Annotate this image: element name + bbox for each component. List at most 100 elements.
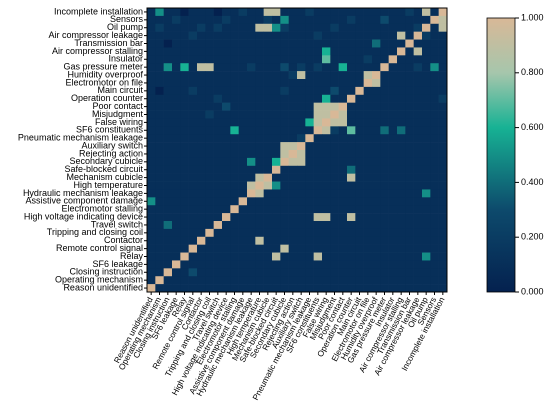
heat-cell: [213, 31, 223, 40]
heat-cell: [172, 173, 181, 182]
colorbar-tick-label: 0.800: [521, 67, 544, 77]
heat-cell: [288, 189, 298, 198]
heat-cell: [297, 165, 306, 174]
heat-cell: [438, 118, 448, 127]
heat-cell: [330, 205, 339, 214]
heat-cell: [413, 252, 423, 261]
heat-cell: [230, 268, 239, 277]
heat-cell: [255, 228, 264, 238]
heat-cell: [355, 181, 364, 190]
heat-cell: [347, 31, 356, 40]
heat-cell: [238, 79, 248, 88]
heat-cell: [288, 284, 298, 293]
heat-cell: [230, 244, 239, 253]
heat-cell: [197, 142, 206, 151]
heat-cell: [147, 244, 156, 253]
heat-cell: [397, 126, 406, 135]
heat-cell: [380, 86, 389, 96]
heat-cell: [413, 86, 423, 96]
heat-cell: [313, 189, 323, 198]
heat-cell: [155, 236, 164, 245]
heat-cell: [372, 79, 381, 88]
heat-cell: [247, 181, 256, 190]
heat-cell: [288, 15, 298, 25]
heat-cell: [397, 150, 406, 159]
heat-cell: [213, 221, 223, 230]
y-tick-label: Electromotor stalling: [61, 204, 143, 214]
heat-cell: [205, 39, 214, 48]
heat-cell: [172, 86, 181, 96]
heat-cell: [197, 8, 206, 17]
heat-cell: [147, 94, 156, 103]
heat-cell: [238, 118, 248, 127]
heat-cell: [397, 110, 406, 119]
heat-cell: [147, 102, 156, 111]
heat-cell: [430, 31, 439, 40]
heat-cell: [163, 252, 173, 261]
heat-cell: [380, 94, 389, 103]
heat-cell: [388, 71, 398, 80]
heat-cell: [330, 63, 339, 72]
heat-cell: [263, 157, 273, 167]
heat-cell: [163, 86, 173, 96]
heat-cell: [405, 150, 414, 159]
heat-cell: [213, 94, 223, 103]
heat-cell: [438, 189, 448, 198]
heat-cell: [297, 63, 306, 72]
heat-cell: [297, 94, 306, 103]
heat-cell: [230, 39, 239, 48]
heat-cell: [405, 276, 414, 285]
heat-cell: [297, 102, 306, 111]
heat-cell: [255, 221, 264, 230]
heat-cell: [280, 71, 289, 80]
heat-cell: [355, 165, 364, 174]
heat-cell: [338, 118, 348, 127]
heat-cell: [330, 189, 339, 198]
heat-cell: [380, 284, 389, 293]
heat-cell: [405, 244, 414, 253]
heat-cell: [238, 142, 248, 151]
heat-cell: [172, 79, 181, 88]
heat-cell: [330, 213, 339, 222]
heat-cell: [305, 213, 314, 222]
heat-cell: [413, 142, 423, 151]
heat-cell: [222, 165, 231, 174]
heat-cell: [305, 55, 314, 64]
heat-cell: [355, 252, 364, 261]
heat-cell: [280, 110, 289, 119]
heat-cell: [438, 47, 448, 56]
heat-cell: [272, 79, 281, 88]
heat-cell: [422, 94, 431, 103]
heat-cell: [363, 165, 373, 174]
heat-cell: [372, 213, 381, 222]
heat-cell: [255, 8, 264, 17]
heat-cell: [188, 94, 198, 103]
heat-cell: [322, 15, 331, 25]
heat-cell: [305, 228, 314, 238]
heat-cell: [288, 71, 298, 80]
heat-cell: [297, 134, 306, 143]
heat-cell: [247, 260, 256, 269]
heat-cell: [180, 142, 189, 151]
heat-cell: [397, 8, 406, 17]
heat-cell: [205, 260, 214, 269]
y-tick-label: SF6 constituents: [76, 125, 144, 135]
heat-cell: [205, 268, 214, 277]
heat-cell: [305, 157, 314, 167]
heat-cell: [230, 197, 239, 206]
heat-cell: [163, 228, 173, 238]
heat-cell: [297, 189, 306, 198]
heat-cell: [238, 268, 248, 277]
heat-cell: [305, 86, 314, 96]
heat-cell: [372, 181, 381, 190]
heat-cell: [288, 47, 298, 56]
heat-cell: [430, 102, 439, 111]
heat-cell: [197, 181, 206, 190]
heat-cell: [238, 157, 248, 167]
heat-cell: [388, 228, 398, 238]
heat-cell: [180, 102, 189, 111]
heat-cell: [305, 150, 314, 159]
heat-cell: [280, 94, 289, 103]
heat-cell: [213, 244, 223, 253]
heat-cell: [155, 110, 164, 119]
